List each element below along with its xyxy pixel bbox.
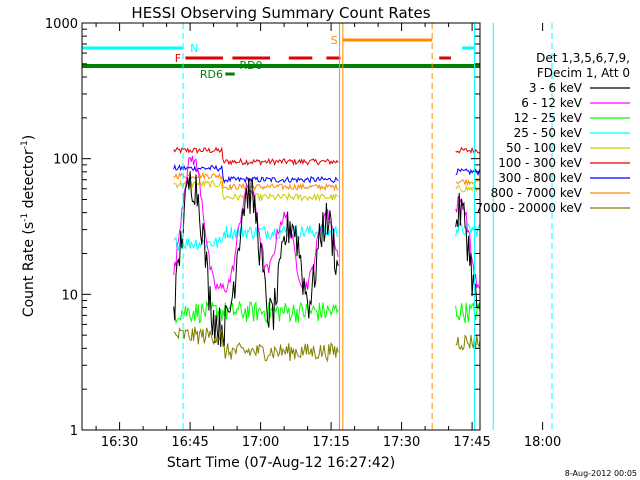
trace-25-50-keV [173, 224, 339, 251]
trace-300-800-keV [173, 163, 339, 185]
flag-bars: N S F RD0 RD6 [82, 23, 553, 430]
plot-frame [81, 22, 481, 431]
flag-label-rd0: RD0 [239, 59, 262, 72]
y-tick-label: 10 [61, 288, 78, 303]
y-tick-label: 1000 [45, 17, 78, 32]
trace-7000-20000-keV [173, 326, 339, 363]
trace-12-25-keV [173, 300, 339, 325]
y-tick-label: 1 [70, 424, 78, 439]
y-axis-label: Count Rate (s-1 detector-1) [20, 135, 37, 317]
legend-entry-label: 800 - 7000 keV [491, 186, 583, 200]
legend: Det 1,3,5,6,7,9,FDecim 1, Att 03 - 6 keV… [475, 51, 630, 215]
trace-100-300-keV [173, 146, 339, 167]
legend-entry-label: 100 - 300 keV [498, 156, 582, 170]
x-tick-label: 17:00 [242, 435, 279, 450]
x-tick-label: 17:15 [312, 435, 349, 450]
x-tick-label: 16:30 [101, 435, 138, 450]
y-axis: 1 10 100 1000 [45, 17, 480, 439]
legend-header-2: FDecim 1, Att 0 [537, 66, 630, 80]
date-stamp: 8-Aug-2012 00:05 [565, 469, 637, 478]
legend-entry-label: 50 - 100 keV [506, 141, 583, 155]
trace-3-6-keV [173, 171, 339, 347]
x-tick-label: 16:45 [171, 435, 208, 450]
flag-label-f: F [175, 52, 181, 65]
flag-label-s: S [331, 34, 338, 47]
x-axis: 16:30 16:45 17:00 17:15 17:30 17:45 18:00 [95, 23, 561, 450]
flag-label-n: N [190, 42, 198, 55]
x-tick-label: 17:45 [453, 435, 490, 450]
data-traces [173, 146, 480, 363]
trace-50-100-keV [173, 179, 339, 203]
legend-entry-label: 12 - 25 keV [514, 111, 583, 125]
x-tick-label: 17:30 [383, 435, 420, 450]
trace-6-12-keV [173, 155, 339, 293]
legend-entry-label: 6 - 12 keV [521, 96, 583, 110]
y-tick-label: 100 [53, 153, 78, 168]
x-tick-label: 18:00 [524, 435, 561, 450]
chart-title: HESSI Observing Summary Count Rates [131, 4, 430, 22]
flag-label-rd6: RD6 [200, 68, 223, 81]
x-axis-label: Start Time (07-Aug-12 16:27:42) [167, 455, 395, 471]
legend-entry-label: 25 - 50 keV [514, 126, 583, 140]
legend-entry-label: 7000 - 20000 keV [475, 201, 582, 215]
legend-entry-label: 300 - 800 keV [498, 171, 582, 185]
legend-entry-label: 3 - 6 keV [529, 81, 583, 95]
trace-800-7000-keV [173, 171, 339, 192]
legend-header-1: Det 1,3,5,6,7,9, [536, 51, 630, 65]
